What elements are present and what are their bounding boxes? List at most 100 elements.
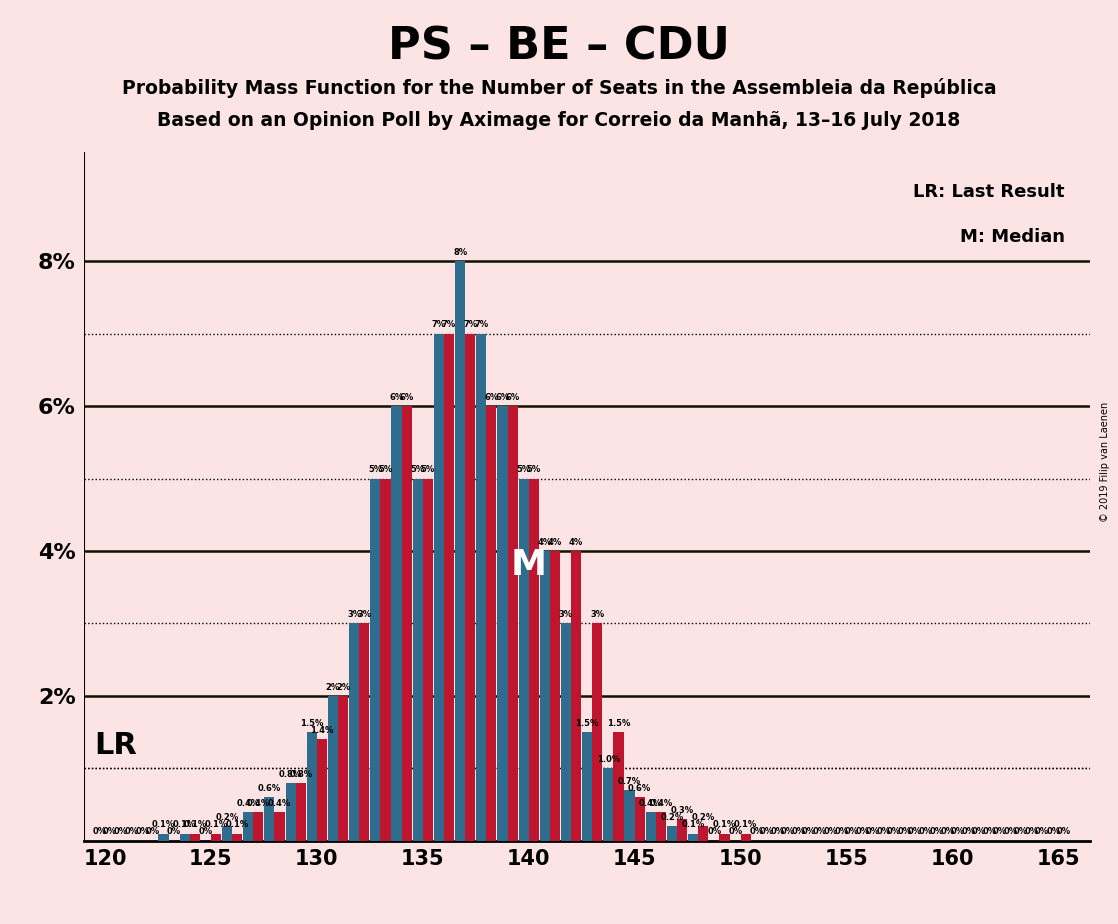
Bar xyxy=(444,334,454,841)
Bar xyxy=(571,551,581,841)
Text: 0%: 0% xyxy=(760,828,774,836)
Bar xyxy=(498,406,508,841)
Text: 6%: 6% xyxy=(484,393,499,402)
Bar xyxy=(370,479,380,841)
Text: 0%: 0% xyxy=(1004,828,1017,836)
Text: 0%: 0% xyxy=(940,828,955,836)
Bar xyxy=(316,739,328,841)
Bar xyxy=(434,334,444,841)
Bar xyxy=(180,833,190,841)
Text: 0%: 0% xyxy=(199,828,212,836)
Text: 0.4%: 0.4% xyxy=(639,798,662,808)
Bar xyxy=(233,833,243,841)
Bar xyxy=(614,732,624,841)
Bar xyxy=(275,812,285,841)
Text: 0%: 0% xyxy=(802,828,816,836)
Text: 7%: 7% xyxy=(474,321,489,329)
Text: 0.8%: 0.8% xyxy=(290,770,312,779)
Text: 7%: 7% xyxy=(432,321,446,329)
Text: 1.0%: 1.0% xyxy=(597,755,620,764)
Bar xyxy=(465,334,475,841)
Bar xyxy=(391,406,401,841)
Bar xyxy=(529,479,539,841)
Text: 0%: 0% xyxy=(780,828,795,836)
Bar xyxy=(423,479,433,841)
Text: 1.5%: 1.5% xyxy=(607,719,631,728)
Text: 8%: 8% xyxy=(453,248,467,257)
Bar xyxy=(519,479,529,841)
Bar xyxy=(222,826,233,841)
Text: 7%: 7% xyxy=(442,321,456,329)
Text: 0.1%: 0.1% xyxy=(205,821,228,829)
Text: 0%: 0% xyxy=(844,828,859,836)
Bar xyxy=(508,406,518,841)
Text: 0%: 0% xyxy=(972,828,986,836)
Text: 0%: 0% xyxy=(729,828,742,836)
Text: 0.2%: 0.2% xyxy=(216,813,238,822)
Bar xyxy=(540,551,550,841)
Bar xyxy=(285,783,295,841)
Text: 5%: 5% xyxy=(368,465,382,474)
Text: 0.2%: 0.2% xyxy=(661,813,683,822)
Text: 0%: 0% xyxy=(950,828,965,836)
Text: Based on an Opinion Poll by Aximage for Correio da Manhã, 13–16 July 2018: Based on an Opinion Poll by Aximage for … xyxy=(158,111,960,130)
Bar xyxy=(455,261,465,841)
Text: 0%: 0% xyxy=(961,828,976,836)
Text: 0.7%: 0.7% xyxy=(618,777,641,785)
Text: 0%: 0% xyxy=(898,828,912,836)
Text: 0%: 0% xyxy=(124,828,139,836)
Bar xyxy=(476,334,486,841)
Text: 0%: 0% xyxy=(167,828,181,836)
Text: 0.4%: 0.4% xyxy=(650,798,673,808)
Text: 0%: 0% xyxy=(877,828,891,836)
Text: M: M xyxy=(511,549,547,582)
Text: LR: Last Result: LR: Last Result xyxy=(913,184,1064,201)
Text: 1.4%: 1.4% xyxy=(311,726,333,736)
Text: 0%: 0% xyxy=(855,828,870,836)
Text: 0.1%: 0.1% xyxy=(152,821,176,829)
Bar xyxy=(254,812,264,841)
Bar xyxy=(645,812,656,841)
Text: 5%: 5% xyxy=(420,465,435,474)
Bar xyxy=(413,479,423,841)
Text: 0.4%: 0.4% xyxy=(268,798,291,808)
Bar xyxy=(719,833,730,841)
Text: 0%: 0% xyxy=(919,828,934,836)
Text: 0%: 0% xyxy=(865,828,880,836)
Text: 0%: 0% xyxy=(813,828,827,836)
Bar xyxy=(635,797,645,841)
Bar xyxy=(380,479,390,841)
Bar xyxy=(264,797,275,841)
Bar xyxy=(328,696,338,841)
Text: 0%: 0% xyxy=(792,828,806,836)
Bar xyxy=(678,819,688,841)
Text: 0%: 0% xyxy=(103,828,117,836)
Bar xyxy=(306,732,316,841)
Text: 0%: 0% xyxy=(993,828,1007,836)
Bar xyxy=(688,833,698,841)
Text: 0.4%: 0.4% xyxy=(237,798,259,808)
Text: 6%: 6% xyxy=(389,393,404,402)
Text: 0.1%: 0.1% xyxy=(173,821,197,829)
Text: 3%: 3% xyxy=(559,610,574,619)
Text: 0.1%: 0.1% xyxy=(183,821,207,829)
Text: 0.3%: 0.3% xyxy=(671,806,693,815)
Text: 0%: 0% xyxy=(983,828,997,836)
Text: 5%: 5% xyxy=(378,465,392,474)
Text: 0%: 0% xyxy=(1025,828,1039,836)
Bar xyxy=(190,833,200,841)
Text: 6%: 6% xyxy=(399,393,414,402)
Text: 0%: 0% xyxy=(887,828,901,836)
Bar xyxy=(698,826,709,841)
Text: 1.5%: 1.5% xyxy=(300,719,323,728)
Text: 0%: 0% xyxy=(929,828,944,836)
Text: 0.6%: 0.6% xyxy=(628,784,652,793)
Text: 0.4%: 0.4% xyxy=(247,798,271,808)
Text: PS – BE – CDU: PS – BE – CDU xyxy=(388,26,730,69)
Text: 7%: 7% xyxy=(463,321,477,329)
Text: 0%: 0% xyxy=(93,828,107,836)
Text: 0.1%: 0.1% xyxy=(682,821,704,829)
Text: 0%: 0% xyxy=(823,828,837,836)
Text: 0%: 0% xyxy=(1057,828,1070,836)
Text: 0.1%: 0.1% xyxy=(713,821,736,829)
